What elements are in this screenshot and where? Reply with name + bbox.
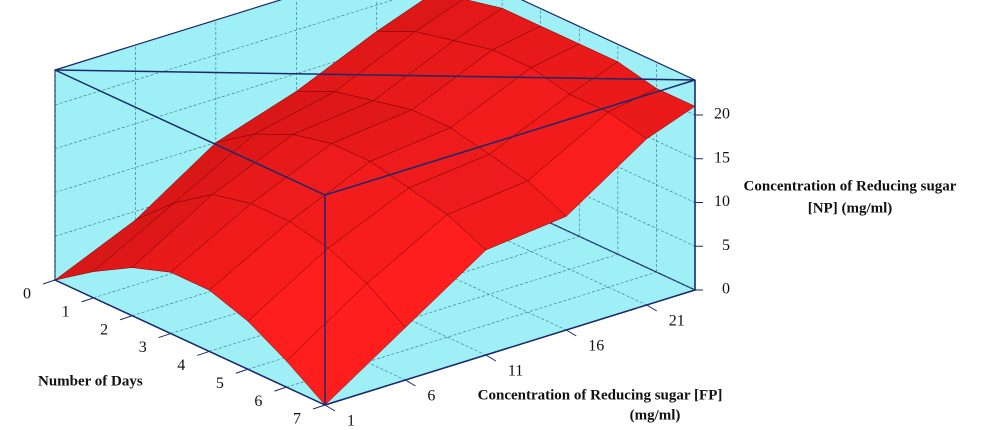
grid-line (247, 253, 618, 370)
x-tick-label: 0 (23, 286, 31, 303)
grid-line (424, 77, 696, 203)
x-tick-label: 1 (62, 304, 70, 321)
x-tick-label: 7 (293, 411, 301, 428)
grid-line (296, 204, 567, 331)
y-tick-label: 1 (347, 413, 355, 430)
x-tick (81, 297, 94, 303)
y-tick (646, 304, 657, 312)
x-axis-title: Number of Days (38, 373, 143, 389)
y-tick-label: 11 (508, 363, 523, 380)
box-edge (324, 79, 696, 196)
y-tick (324, 404, 336, 412)
z-tick-label: 10 (714, 193, 730, 210)
y-tick-label: 6 (427, 388, 435, 405)
z-tick-label: 20 (714, 106, 730, 123)
x-tick (312, 404, 326, 410)
grid-line (215, 229, 486, 356)
x-tick (274, 386, 287, 392)
x-tick (42, 279, 56, 285)
grid-line (424, 120, 696, 247)
z-tick-label: 15 (714, 149, 730, 166)
box-edge (54, 69, 696, 81)
grid-line (424, 33, 696, 160)
x-tick-label: 5 (216, 375, 224, 392)
grid-line (376, 179, 647, 306)
surface-patch (286, 283, 406, 406)
box-edge (54, 279, 326, 406)
grid-line (54, 0, 394, 106)
z-tick-label: 5 (722, 237, 730, 254)
x-tick (197, 350, 210, 356)
x-tick (119, 315, 133, 321)
x-tick-label: 6 (254, 393, 262, 410)
grid-line (424, 164, 696, 291)
y-tick-label: 21 (669, 313, 685, 330)
y-axis-title: (mg/ml) (630, 407, 681, 423)
box-edge (324, 289, 696, 406)
x-tick (158, 333, 171, 339)
x-tick-label: 4 (177, 357, 185, 374)
x-tick (235, 368, 249, 374)
z-axis-title: Concentration of Reducing sugar (744, 178, 957, 194)
x-tick-label: 2 (100, 321, 108, 338)
x-tick-label: 3 (139, 339, 147, 356)
grid-line (286, 271, 657, 388)
y-tick (485, 354, 497, 362)
y-tick (566, 329, 577, 337)
y-axis-title: Concentration of Reducing sugar [FP] (478, 387, 723, 403)
grid-line (209, 236, 580, 352)
box-edge (54, 69, 326, 196)
y-tick-label: 16 (588, 338, 604, 355)
z-axis-title: [NP] (mg/ml) (808, 200, 893, 216)
z-tick-label: 0 (722, 281, 730, 298)
y-tick (405, 379, 416, 387)
